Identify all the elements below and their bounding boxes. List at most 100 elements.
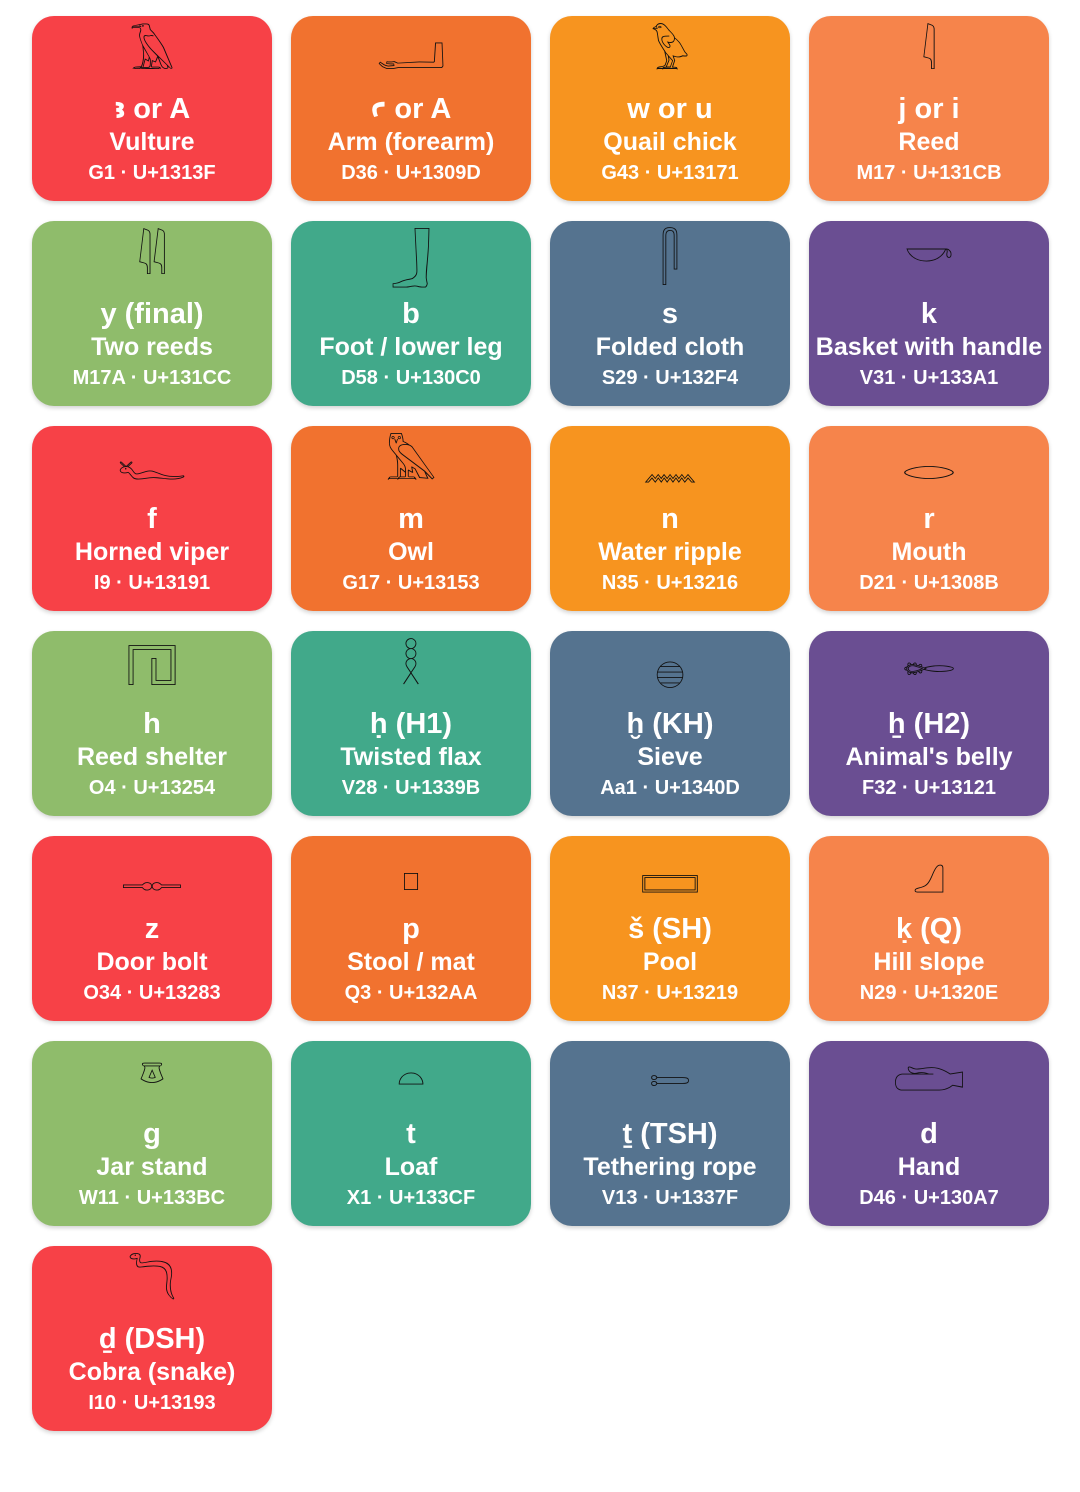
hieroglyph-card[interactable]: 𓊪 p Stool / mat Q3 · U+132AA — [291, 836, 531, 1021]
sign-code: F32 · U+13121 — [862, 777, 996, 799]
hieroglyph-card[interactable]: 𓆑 f Horned viper I9 · U+13191 — [32, 426, 272, 611]
hieroglyph-icon: 𓃀 — [390, 231, 432, 285]
hieroglyph-icon: 𓇋 — [921, 26, 937, 80]
hieroglyph-card[interactable]: 𓂝 ꜥ or A Arm (forearm) D36 · U+1309D — [291, 16, 531, 201]
hieroglyph-icon: 𓎡 — [904, 231, 954, 285]
hieroglyph-icon: 𓂧 — [892, 1051, 966, 1105]
sign-code: N29 · U+1320E — [859, 982, 999, 1004]
phoneme-label: ḳ (Q) — [895, 913, 963, 945]
phoneme-label: f — [147, 503, 157, 535]
hieroglyph-card[interactable]: 𓈎 ḳ (Q) Hill slope N29 · U+1320E — [809, 836, 1049, 1021]
hieroglyph-icon: 𓆑 — [117, 436, 187, 490]
sign-code: D58 · U+130C0 — [341, 367, 481, 389]
sign-name: Quail chick — [603, 128, 737, 156]
sign-code: M17 · U+131CB — [856, 162, 1002, 184]
sign-code: N35 · U+13216 — [601, 572, 739, 594]
hieroglyph-card[interactable]: 𓃀 b Foot / lower leg D58 · U+130C0 — [291, 221, 531, 406]
phoneme-label: b — [402, 298, 420, 330]
phoneme-label: d — [920, 1118, 938, 1150]
sign-code: S29 · U+132F4 — [601, 367, 739, 389]
hieroglyph-icon: 𓂋 — [901, 436, 957, 490]
hieroglyph-icon: 𓅱 — [650, 26, 690, 80]
sign-code: W11 · U+133BC — [78, 1187, 226, 1209]
phoneme-label: j or i — [898, 93, 960, 125]
phoneme-label: ḏ (DSH) — [98, 1323, 206, 1355]
phoneme-label: r — [923, 503, 935, 535]
hieroglyph-icon: 𓄡 — [901, 641, 957, 695]
sign-name: Owl — [388, 538, 434, 566]
hieroglyph-card[interactable]: 𓊃 z Door bolt O34 · U+13283 — [32, 836, 272, 1021]
hieroglyph-icon: 𓍿 — [648, 1051, 692, 1105]
sign-name: Mouth — [891, 538, 967, 566]
hieroglyph-card[interactable]: 𓄿 ꜣ or A Vulture G1 · U+1313F — [32, 16, 272, 201]
hieroglyph-card[interactable]: 𓇋 j or i Reed M17 · U+131CB — [809, 16, 1049, 201]
hieroglyph-icon: 𓈎 — [912, 846, 946, 900]
hieroglyph-icon: 𓂝 — [376, 26, 446, 80]
hieroglyph-card[interactable]: 𓈙 š (SH) Pool N37 · U+13219 — [550, 836, 790, 1021]
hieroglyph-icon: 𓈖 — [642, 436, 698, 490]
sign-name: Tethering rope — [583, 1153, 757, 1181]
sign-code: O34 · U+13283 — [83, 982, 221, 1004]
sign-name: Water ripple — [598, 538, 742, 566]
phoneme-label: ḥ (H1) — [369, 708, 453, 740]
hieroglyph-card[interactable]: 𓎛 ḥ (H1) Twisted flax V28 · U+1339B — [291, 631, 531, 816]
sign-code: I9 · U+13191 — [93, 572, 211, 594]
hieroglyph-card[interactable]: 𓆓 ḏ (DSH) Cobra (snake) I10 · U+13193 — [32, 1246, 272, 1431]
hieroglyph-icon: 𓎛 — [400, 641, 422, 695]
hieroglyph-card[interactable]: 𓏏 t Loaf X1 · U+133CF — [291, 1041, 531, 1226]
hieroglyph-icon: 𓆓 — [127, 1256, 177, 1310]
hieroglyph-card[interactable]: 𓅱 w or u Quail chick G43 · U+13171 — [550, 16, 790, 201]
sign-name: Foot / lower leg — [319, 333, 503, 361]
hieroglyph-card[interactable]: 𓅓 m Owl G17 · U+13153 — [291, 426, 531, 611]
sign-name: Door bolt — [96, 948, 208, 976]
sign-code: N37 · U+13219 — [601, 982, 739, 1004]
sign-name: Horned viper — [74, 538, 230, 566]
sign-code: Q3 · U+132AA — [344, 982, 478, 1004]
phoneme-label: z — [144, 913, 160, 945]
hieroglyph-icon: 𓄿 — [129, 26, 175, 80]
sign-name: Basket with handle — [815, 333, 1043, 361]
hieroglyph-icon: 𓐍 — [654, 641, 686, 695]
hieroglyph-card[interactable]: 𓂋 r Mouth D21 · U+1308B — [809, 426, 1049, 611]
sign-name: Hill slope — [873, 948, 985, 976]
sign-name: Loaf — [384, 1153, 438, 1181]
hieroglyph-icon: 𓉔 — [126, 641, 178, 695]
phoneme-label: k — [920, 298, 938, 330]
sign-name: Animal's belly — [845, 743, 1013, 771]
hieroglyph-card[interactable]: 𓄡 ẖ (H2) Animal's belly F32 · U+13121 — [809, 631, 1049, 816]
sign-code: O4 · U+13254 — [88, 777, 216, 799]
hieroglyph-card[interactable]: 𓈖 n Water ripple N35 · U+13216 — [550, 426, 790, 611]
phoneme-label: ẖ (H2) — [887, 708, 971, 740]
sign-code: V28 · U+1339B — [341, 777, 481, 799]
hieroglyph-card[interactable]: 𓎼 g Jar stand W11 · U+133BC — [32, 1041, 272, 1226]
sign-name: Twisted flax — [340, 743, 482, 771]
sign-code: G1 · U+1313F — [88, 162, 216, 184]
sign-name: Cobra (snake) — [68, 1358, 236, 1386]
sign-code: D36 · U+1309D — [341, 162, 481, 184]
phoneme-label: ṯ (TSH) — [622, 1118, 718, 1150]
sign-name: Pool — [642, 948, 698, 976]
hieroglyph-card[interactable]: 𓎡 k Basket with handle V31 · U+133A1 — [809, 221, 1049, 406]
hieroglyph-icon: 𓅓 — [385, 436, 437, 490]
hieroglyph-card[interactable]: 𓋴 s Folded cloth S29 · U+132F4 — [550, 221, 790, 406]
hieroglyph-card[interactable]: 𓍿 ṯ (TSH) Tethering rope V13 · U+1337F — [550, 1041, 790, 1226]
hieroglyph-card[interactable]: 𓐍 ḫ (KH) Sieve Aa1 · U+1340D — [550, 631, 790, 816]
sign-name: Vulture — [109, 128, 195, 156]
sign-code: V31 · U+133A1 — [859, 367, 999, 389]
phoneme-label: y (final) — [100, 298, 204, 330]
sign-name: Folded cloth — [595, 333, 745, 361]
hieroglyph-card[interactable]: 𓉔 h Reed shelter O4 · U+13254 — [32, 631, 272, 816]
sign-code: G43 · U+13171 — [601, 162, 739, 184]
sign-name: Arm (forearm) — [327, 128, 495, 156]
phoneme-label: p — [402, 913, 420, 945]
sign-name: Reed — [898, 128, 960, 156]
sign-code: Aa1 · U+1340D — [600, 777, 740, 799]
hieroglyph-icon: 𓈙 — [639, 846, 701, 900]
phoneme-label: ḫ (KH) — [626, 708, 714, 740]
hieroglyph-card[interactable]: 𓂧 d Hand D46 · U+130A7 — [809, 1041, 1049, 1226]
hieroglyph-icon: 𓏏 — [396, 1051, 426, 1105]
hieroglyph-card[interactable]: 𓇌 y (final) Two reeds M17A · U+131CC — [32, 221, 272, 406]
sign-name: Reed shelter — [76, 743, 228, 771]
phoneme-label: w or u — [627, 93, 713, 125]
phoneme-label: ꜥ or A — [370, 93, 452, 125]
